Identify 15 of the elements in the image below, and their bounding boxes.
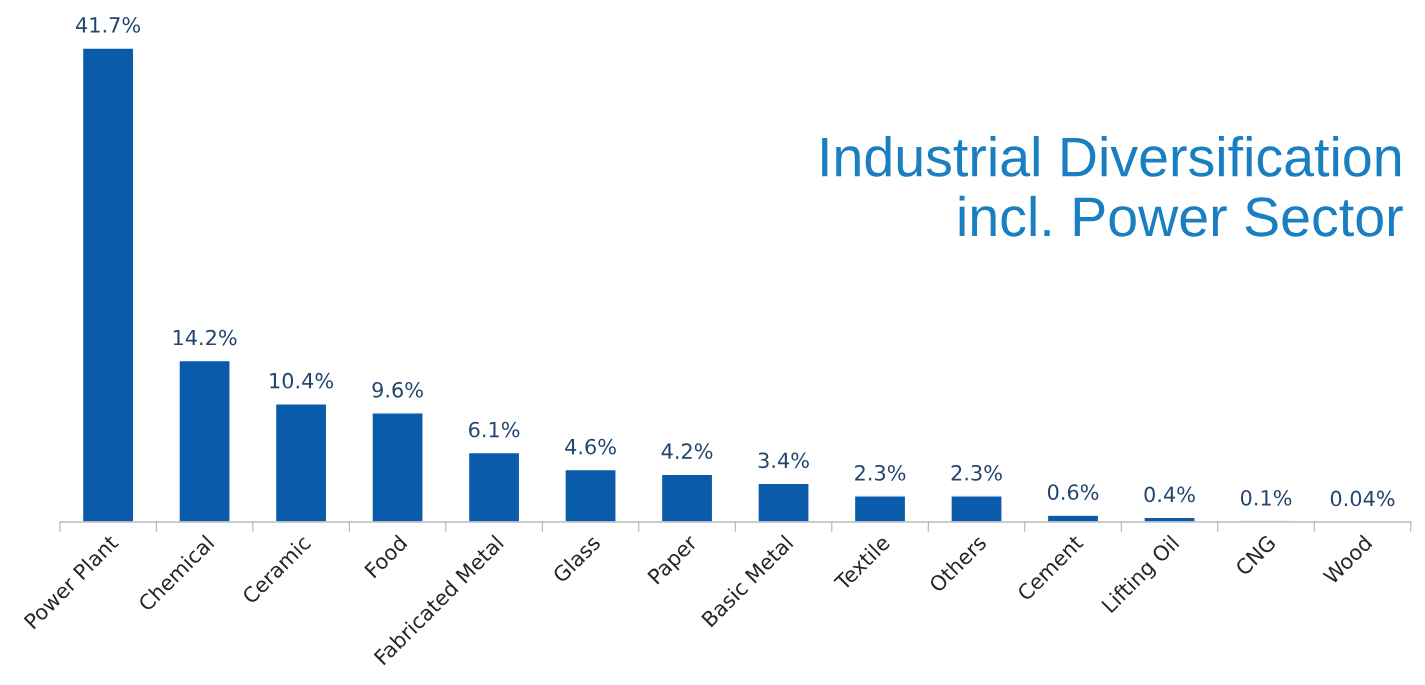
data-label: 41.7% — [76, 17, 141, 33]
data-label: 6.1% — [469, 421, 520, 438]
data-label: 4.6% — [565, 438, 616, 455]
text: Industrial Diversification incl. Power Sector — [822, 135, 1403, 237]
data-label: 2.3% — [855, 464, 906, 481]
data-label: 9.6% — [372, 381, 423, 398]
data-label: 10.4% — [270, 372, 334, 389]
data-label: 0.4% — [1144, 486, 1195, 503]
data-label: 0.6% — [1047, 484, 1099, 500]
data-label: 0.04% — [1330, 490, 1395, 507]
data-label: 4.2% — [661, 443, 713, 460]
data-label: 2.3% — [951, 464, 1002, 481]
data-label: 0.1% — [1240, 489, 1292, 506]
data-label: 3.4% — [758, 452, 809, 469]
data-label: 14.2% — [173, 329, 237, 346]
